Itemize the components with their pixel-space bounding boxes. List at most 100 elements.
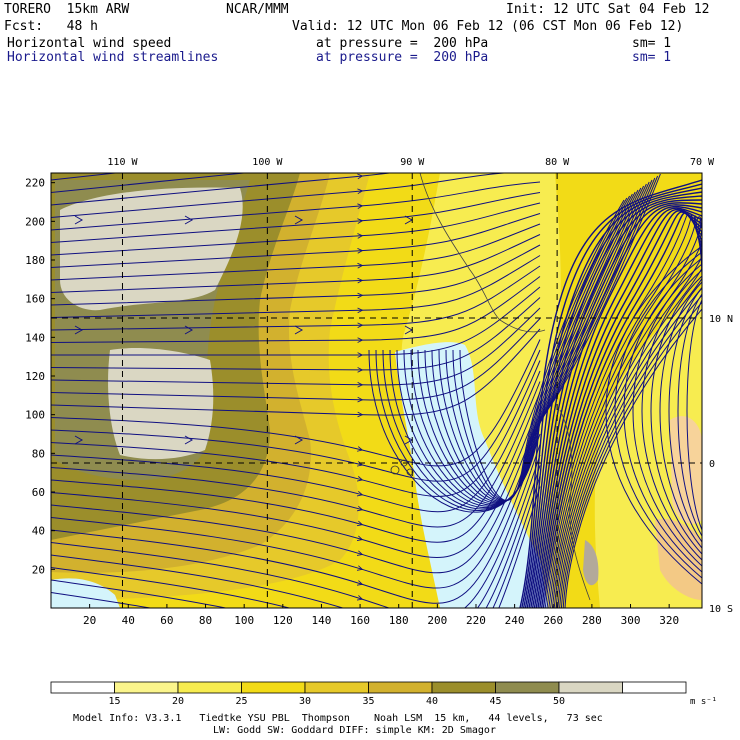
field2-smoothing: sm= 1 xyxy=(632,50,672,65)
colorbar-label: 35 xyxy=(362,696,374,707)
y-axis: 20 40 60 80 100 120 140 160 180 200 220 xyxy=(25,177,55,576)
streamline-west xyxy=(51,423,541,589)
longitude-label: 90 W xyxy=(400,157,425,168)
streamline-west xyxy=(51,276,541,343)
streamline-west xyxy=(51,255,541,318)
y-tick-label: 60 xyxy=(32,486,45,499)
latitude-label: 10 S xyxy=(709,604,733,615)
streamline-jet xyxy=(530,202,702,608)
physics-info: LW: Godd SW: Goddard DIFF: simple KM: 2D… xyxy=(213,725,496,736)
streamline-arrow xyxy=(294,325,304,335)
x-tick-label: 240 xyxy=(505,614,525,627)
streamline-west xyxy=(51,381,541,528)
streamline-west xyxy=(51,349,541,482)
streamline-trough xyxy=(452,197,628,501)
colorbar-swatch xyxy=(622,681,687,694)
x-tick-label: 20 xyxy=(83,614,96,627)
streamline-west xyxy=(51,223,541,281)
streamline-jet xyxy=(562,261,702,608)
x-tick-label: 80 xyxy=(199,614,212,627)
latitude-label: 10 N xyxy=(709,314,733,325)
streamline-west xyxy=(51,173,250,193)
latitude-label: 0 xyxy=(709,459,715,470)
y-tick-label: 220 xyxy=(25,177,45,190)
streamline-west xyxy=(51,318,541,401)
x-axis: 20 40 60 80 100 120 140 160 180 200 220 240 260 280 30… xyxy=(83,604,679,627)
colorbar-swatch xyxy=(114,681,179,694)
streamline-jet xyxy=(559,245,702,608)
streamline-west xyxy=(51,192,541,243)
y-tick-label: 160 xyxy=(25,293,45,306)
streamline-west xyxy=(51,173,395,206)
model-title: TORERO 15km ARW xyxy=(4,2,130,17)
streamline-trough xyxy=(438,193,633,502)
colorbar-label: 50 xyxy=(553,696,565,707)
streamline-trough xyxy=(375,175,659,511)
y-tick-label: 120 xyxy=(25,370,45,383)
streamline-west xyxy=(51,173,512,218)
streamline-east xyxy=(605,245,702,585)
x-tick-label: 140 xyxy=(312,614,332,627)
islands xyxy=(390,459,414,476)
x-tick-label: 60 xyxy=(160,614,173,627)
streamline-jet xyxy=(535,207,702,608)
streamline-arrow xyxy=(74,325,84,335)
streamline-arrow xyxy=(184,215,194,225)
streamline-trough xyxy=(424,189,639,503)
streamline-west xyxy=(51,339,541,467)
streamline-jet xyxy=(553,222,702,608)
colorbar-label: 20 xyxy=(172,696,184,707)
streamline-jet xyxy=(519,179,702,608)
y-tick-label: 140 xyxy=(25,331,45,344)
streamline-trough xyxy=(389,179,653,509)
speed-band-50-plus-south xyxy=(108,348,214,460)
streamline-west xyxy=(51,402,541,558)
colorbar-label: 45 xyxy=(489,696,501,707)
streamline-west xyxy=(51,465,541,608)
colorbar-label: 30 xyxy=(299,696,311,707)
colorbar-swatch xyxy=(431,681,496,694)
streamline-jet xyxy=(542,212,702,608)
field2-name: Horizontal wind streamlines xyxy=(7,50,219,65)
field2-level: at pressure = 200 hPa xyxy=(316,50,489,65)
x-tick-label: 300 xyxy=(621,614,641,627)
streamline-trough xyxy=(459,199,625,501)
field1-smoothing: sm= 1 xyxy=(632,36,672,51)
colorbar-units: m s⁻¹ xyxy=(690,697,717,707)
streamline-west xyxy=(51,444,541,608)
streamline-jet xyxy=(522,187,702,608)
y-tick-label: 200 xyxy=(25,215,45,228)
streamline-east xyxy=(623,257,702,573)
field1-level: at pressure = 200 hPa xyxy=(316,36,489,51)
x-tick-label: 160 xyxy=(350,614,370,627)
streamline-west xyxy=(51,265,541,331)
streamline-west xyxy=(51,454,541,608)
colorbar-swatch xyxy=(241,681,306,694)
streamline-jet xyxy=(533,205,702,608)
init-time: Init: 12 UTC Sat 04 Feb 12 xyxy=(506,2,710,17)
streamline-west xyxy=(51,244,541,306)
streamline-jet xyxy=(526,195,702,608)
streamline-west xyxy=(51,360,541,497)
longitude-label: 110 W xyxy=(107,157,138,168)
streamline-west xyxy=(51,475,541,608)
streamline-jet xyxy=(550,216,702,608)
y-tick-label: 40 xyxy=(32,525,45,538)
x-tick-label: 320 xyxy=(659,614,679,627)
y-tick-label: 20 xyxy=(32,563,45,576)
streamline-arrow xyxy=(294,435,304,445)
longitude-label: 80 W xyxy=(545,157,570,168)
valid-time: Valid: 12 UTC Mon 06 Feb 12 (06 CST Mon … xyxy=(292,19,684,34)
streamline-east xyxy=(632,263,702,567)
x-tick-label: 200 xyxy=(427,614,447,627)
streamline-arrow xyxy=(294,215,304,225)
y-tick-label: 180 xyxy=(25,254,45,267)
colorbar-label: 40 xyxy=(426,696,438,707)
streamline-east xyxy=(641,269,702,561)
streamline-east xyxy=(677,293,702,537)
streamline-jet xyxy=(548,215,702,608)
streamline-trough xyxy=(417,187,642,504)
x-tick-label: 100 xyxy=(234,614,254,627)
center-name: NCAR/MMM xyxy=(226,2,289,17)
colorbar-swatch xyxy=(304,681,369,694)
